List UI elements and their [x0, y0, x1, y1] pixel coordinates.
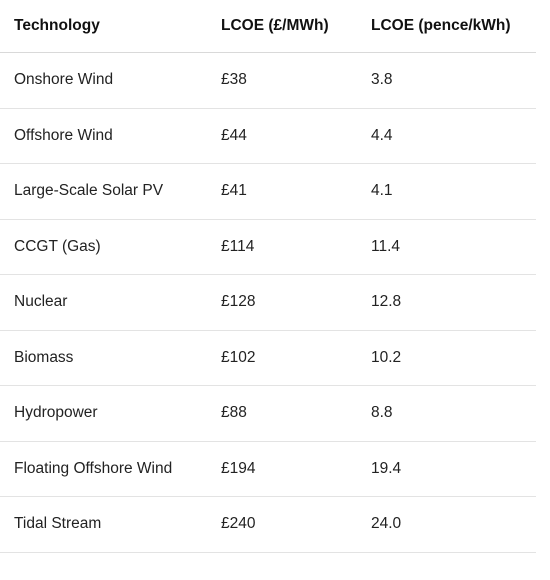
cell-lcoe-gbp-mwh: £194	[221, 441, 371, 497]
cell-technology: Nuclear	[0, 274, 221, 331]
cell-lcoe-gbp-mwh: £44	[221, 108, 371, 164]
table-header: Technology LCOE (£/MWh) LCOE (pence/kWh)	[0, 0, 536, 53]
cell-lcoe-gbp-mwh: £128	[221, 274, 371, 331]
header-technology: Technology	[0, 0, 221, 53]
header-row: Technology LCOE (£/MWh) LCOE (pence/kWh)	[0, 0, 536, 53]
lcoe-table: Technology LCOE (£/MWh) LCOE (pence/kWh)…	[0, 0, 536, 553]
cell-technology: Biomass	[0, 330, 221, 386]
cell-lcoe-pence-kwh: 10.2	[371, 330, 536, 386]
table-row: Hydropower £88 8.8	[0, 385, 536, 442]
table-row: Nuclear £128 12.8	[0, 274, 536, 331]
cell-technology: Offshore Wind	[0, 108, 221, 164]
cell-technology: Large-Scale Solar PV	[0, 163, 221, 220]
table-row: Tidal Stream £240 24.0	[0, 496, 536, 553]
cell-lcoe-pence-kwh: 4.4	[371, 108, 536, 164]
cell-lcoe-pence-kwh: 24.0	[371, 496, 536, 553]
cell-lcoe-pence-kwh: 12.8	[371, 274, 536, 331]
table-body: Onshore Wind £38 3.8 Offshore Wind £44 4…	[0, 52, 536, 553]
table-row: CCGT (Gas) £114 11.4	[0, 219, 536, 275]
cell-lcoe-gbp-mwh: £240	[221, 496, 371, 553]
cell-technology: Hydropower	[0, 385, 221, 442]
cell-lcoe-gbp-mwh: £38	[221, 52, 371, 109]
cell-lcoe-gbp-mwh: £102	[221, 330, 371, 386]
cell-lcoe-pence-kwh: 8.8	[371, 385, 536, 442]
cell-technology: Floating Offshore Wind	[0, 441, 221, 497]
cell-lcoe-gbp-mwh: £88	[221, 385, 371, 442]
table-row: Offshore Wind £44 4.4	[0, 108, 536, 164]
cell-lcoe-gbp-mwh: £114	[221, 219, 371, 275]
cell-technology: CCGT (Gas)	[0, 219, 221, 275]
table-row: Large-Scale Solar PV £41 4.1	[0, 163, 536, 220]
cell-lcoe-pence-kwh: 19.4	[371, 441, 536, 497]
table-row: Biomass £102 10.2	[0, 330, 536, 386]
table-row: Floating Offshore Wind £194 19.4	[0, 441, 536, 497]
cell-lcoe-pence-kwh: 4.1	[371, 163, 536, 220]
table-row: Onshore Wind £38 3.8	[0, 52, 536, 109]
cell-lcoe-pence-kwh: 3.8	[371, 52, 536, 109]
cell-lcoe-gbp-mwh: £41	[221, 163, 371, 220]
cell-technology: Onshore Wind	[0, 52, 221, 109]
header-lcoe-pence-kwh: LCOE (pence/kWh)	[371, 0, 536, 53]
lcoe-table-container: Technology LCOE (£/MWh) LCOE (pence/kWh)…	[0, 0, 536, 553]
cell-lcoe-pence-kwh: 11.4	[371, 219, 536, 275]
header-lcoe-gbp-mwh: LCOE (£/MWh)	[221, 0, 371, 53]
cell-technology: Tidal Stream	[0, 496, 221, 553]
